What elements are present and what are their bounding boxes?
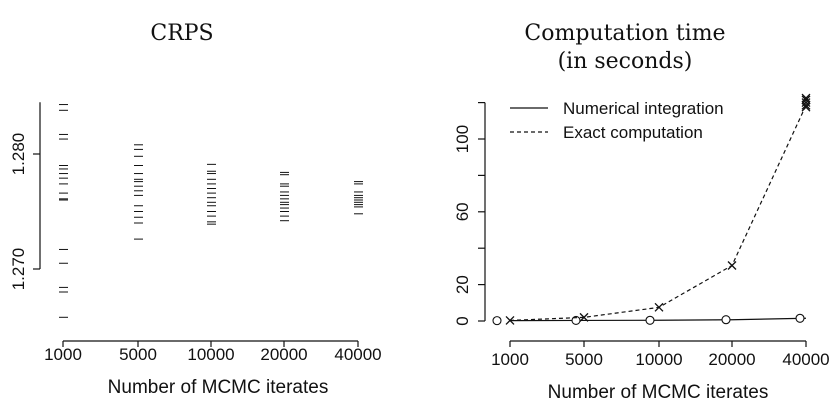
time-axes: 0 20 60 100 1000 5000 10000 20000 40000: [453, 93, 830, 369]
legend-label-exact: Exact computation: [563, 123, 703, 142]
exact-computation-marker-stroke: [727, 261, 737, 270]
time-subtitle: (in seconds): [558, 49, 693, 74]
time-x-tick-label: 20000: [708, 350, 755, 369]
crps-x-tick-label: 10000: [187, 345, 234, 364]
crps-x-axis-label: Number of MCMC iterates: [108, 377, 329, 398]
exact-computation-point: [505, 315, 515, 325]
numerical-integration-point: [795, 313, 805, 323]
exact-computation-point: [579, 312, 589, 322]
numerical-integration-line: [509, 317, 807, 322]
crps-x-tick-label: 1000: [44, 345, 82, 364]
exact-computation-point: [801, 102, 811, 112]
crps-x-tick-label: 5000: [119, 345, 157, 364]
time-x-tick-label: 5000: [565, 350, 603, 369]
time-x-tick-label: 1000: [491, 350, 529, 369]
time-legend: Numerical integration Exact computation: [510, 99, 724, 142]
crps-axes: 1.270 1.280 1000 5000 10000 20000 40000: [9, 102, 382, 364]
time-x-axis-label: Number of MCMC iterates: [548, 382, 769, 403]
time-y-tick-label: 20: [453, 275, 472, 294]
crps-x-tick-label: 40000: [334, 345, 381, 364]
legend-label-numerical: Numerical integration: [563, 99, 724, 118]
exact-computation-marker-stroke: [505, 315, 515, 325]
crps-x-tick-label: 20000: [260, 345, 307, 364]
time-x-tick-label: 40000: [782, 350, 829, 369]
numerical-integration-point: [645, 315, 655, 325]
exact-computation-point: [801, 95, 811, 105]
time-x-tick-label: 10000: [635, 350, 682, 369]
exact-computation-point: [654, 302, 664, 312]
crps-title: CRPS: [150, 21, 213, 46]
time-title: Computation time: [524, 21, 725, 46]
exact-computation-point: [801, 93, 811, 103]
crps-y-tick-label: 1.270: [9, 248, 28, 291]
time-y-tick-label: 60: [453, 202, 472, 221]
exact-computation-marker-stroke: [654, 302, 664, 312]
numerical-integration-point: [492, 316, 502, 326]
numerical-integration-point: [721, 315, 731, 325]
time-y-tick-label: 0: [453, 316, 472, 325]
exact-computation-marker-stroke: [801, 93, 811, 103]
crps-y-tick-label: 1.280: [9, 133, 28, 176]
time-y-tick-label: 100: [453, 125, 472, 153]
exact-computation-marker-stroke: [801, 95, 811, 105]
exact-computation-marker-stroke: [579, 312, 589, 322]
exact-computation-point: [727, 261, 737, 270]
